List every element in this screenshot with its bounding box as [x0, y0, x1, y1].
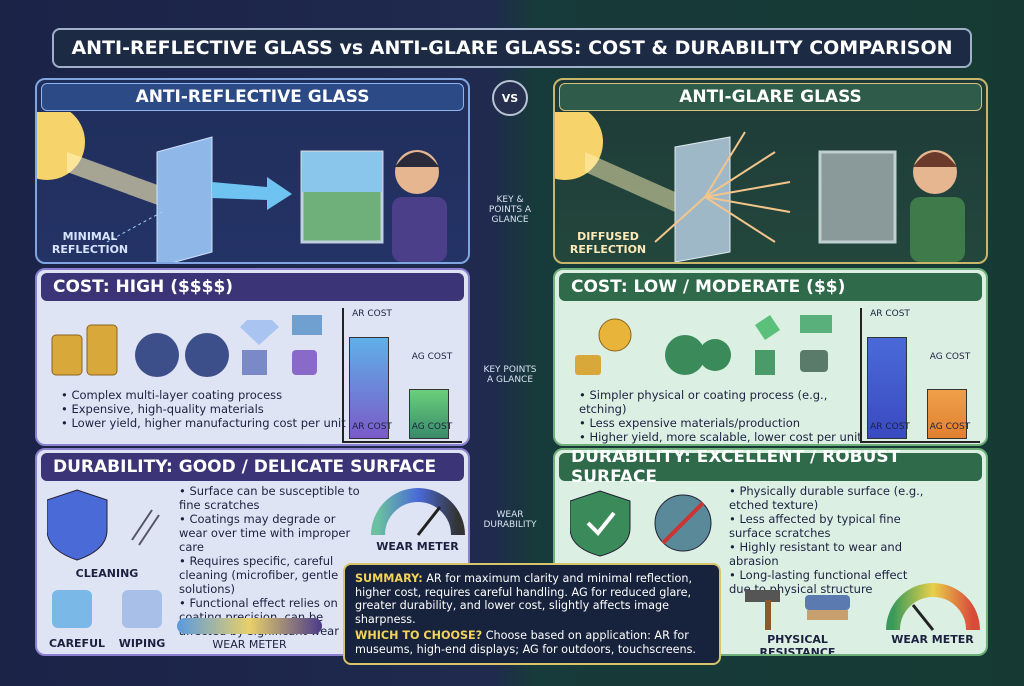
choose-text: Choose based on application: AR for muse…	[355, 629, 696, 656]
tool-icons	[745, 590, 850, 630]
bar-label: AR COST	[870, 309, 910, 319]
bar-label: AG COST	[411, 422, 453, 432]
cost-heading: COST: LOW / MODERATE ($$)	[559, 273, 982, 301]
bullet: Requires specific, careful cleaning (mic…	[179, 554, 365, 596]
ag-bar	[409, 389, 449, 439]
bullet: Expensive, high-quality materials	[61, 402, 347, 416]
bullet: Less affected by typical fine surface sc…	[729, 512, 930, 540]
shield-icon	[47, 489, 160, 561]
bullet: Surface can be susceptible to fine scrat…	[179, 484, 365, 512]
bar-label: AR COST	[870, 422, 910, 432]
cost-icons	[51, 315, 322, 377]
cost-icons	[575, 315, 832, 375]
middle-label: KEY & POINTS A GLANCE	[488, 195, 532, 225]
ar-illustration	[37, 112, 447, 262]
bullet: Physically durable surface (e.g., etched…	[729, 484, 930, 512]
bar-label: AG COST	[929, 422, 971, 432]
page-title: ANTI-REFLECTIVE GLASS vs ANTI-GLARE GLAS…	[52, 28, 972, 68]
meter-label: WEAR METER	[376, 540, 459, 553]
wear-meter	[371, 488, 465, 536]
ag-illustration	[555, 112, 965, 262]
bullet: Complex multi-layer coating process	[61, 388, 347, 402]
cost-chart	[342, 308, 462, 443]
ar-bar	[349, 337, 389, 439]
bar-label: AG COST	[411, 352, 453, 362]
illustration-label: MINIMAL REFLECTION	[51, 230, 129, 256]
durability-bullets: Surface can be susceptible to fine scrat…	[165, 484, 365, 638]
ag-title: ANTI-GLARE GLASS	[559, 83, 982, 111]
illustration-label: DIFFUSED REFLECTION	[569, 230, 647, 256]
cost-bullets: Simpler physical or coating process (e.g…	[565, 388, 865, 444]
middle-label: WEAR DURABILITY	[483, 510, 537, 530]
ag-bar	[927, 389, 967, 439]
meter-label: WEAR METER	[891, 633, 974, 646]
ag-panel: ANTI-GLARE GLASS DIFFUSED REFLECTION	[553, 78, 988, 264]
summary-text: AR for maximum clarity and minimal refle…	[355, 572, 692, 626]
ar-cost-panel: COST: HIGH ($$$$) Complex multi-layer co…	[35, 268, 470, 446]
bar-label: AG COST	[929, 352, 971, 362]
bullet: Higher yield, more scalable, lower cost …	[579, 430, 865, 444]
bullet: Simpler physical or coating process (e.g…	[579, 388, 865, 416]
wiping-label: WIPING	[118, 637, 166, 650]
wear-meter	[886, 583, 980, 631]
durability-bullets: Physically durable surface (e.g., etched…	[715, 484, 930, 596]
bullet: Lower yield, higher manufacturing cost p…	[61, 416, 347, 430]
cleaning-icons	[52, 590, 162, 628]
bullet: Coatings may degrade or wear over time w…	[179, 512, 365, 554]
summary-box: SUMMARY: AR for maximum clarity and mini…	[343, 563, 721, 665]
ag-cost-panel: COST: LOW / MODERATE ($$) Simpler physic…	[553, 268, 988, 446]
choose: WHICH TO CHOOSE? Choose based on applica…	[355, 629, 709, 656]
bar-label: AR COST	[352, 309, 392, 319]
summary: SUMMARY: AR for maximum clarity and mini…	[355, 572, 709, 626]
careful-label: CAREFUL	[48, 637, 106, 650]
ar-panel: ANTI-REFLECTIVE GLASS MINIMAL REFLECTION	[35, 78, 470, 264]
choose-label: WHICH TO CHOOSE?	[355, 629, 483, 642]
cost-bullets: Complex multi-layer coating processExpen…	[47, 388, 347, 430]
meter-label: WEAR METER	[212, 638, 287, 651]
shield-icon	[570, 490, 712, 557]
wear-bar	[177, 618, 322, 634]
summary-label: SUMMARY:	[355, 572, 423, 585]
durability-heading: DURABILITY: EXCELLENT / ROBUST SURFACE	[559, 450, 982, 487]
ar-title: ANTI-REFLECTIVE GLASS	[41, 83, 464, 111]
cost-chart	[860, 308, 980, 443]
bar-label: AR COST	[352, 422, 392, 432]
durability-heading: DURABILITY: GOOD / DELICATE SURFACE	[41, 453, 464, 481]
resistance-label: PHYSICAL RESISTANCE	[759, 633, 836, 656]
bullet: Less expensive materials/production	[579, 416, 865, 430]
middle-label: KEY POINTS A GLANCE	[483, 365, 537, 385]
ar-bar	[867, 337, 907, 439]
bullet: Highly resistant to wear and abrasion	[729, 540, 930, 568]
cost-heading: COST: HIGH ($$$$)	[41, 273, 464, 301]
vs-badge: VS	[492, 80, 528, 116]
cleaning-label: CLEANING	[75, 567, 139, 580]
